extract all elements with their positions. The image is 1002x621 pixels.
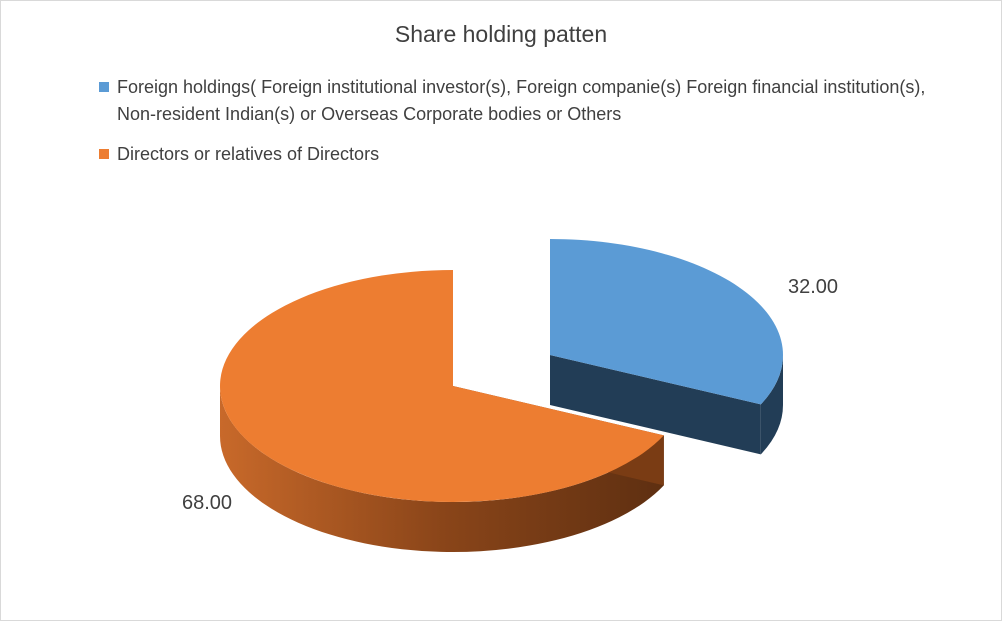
chart-title: Share holding patten	[394, 21, 608, 47]
pie-slice-foreign	[550, 239, 783, 405]
data-label-directors: 68.00	[182, 492, 233, 514]
data-label-foreign: 32.00	[788, 276, 839, 298]
legend-label-directors: Directors or relatives of Directors	[117, 144, 380, 164]
pie-side-directors	[220, 386, 664, 552]
pie-cut-face-foreign	[550, 355, 761, 455]
pie-side-foreign	[760, 355, 783, 455]
legend-swatch-directors	[99, 149, 109, 159]
legend-swatch-foreign	[99, 82, 109, 92]
pie-slice-directors	[220, 270, 664, 502]
legend-label-foreign: Foreign holdings( Foreign institutional …	[117, 77, 926, 124]
